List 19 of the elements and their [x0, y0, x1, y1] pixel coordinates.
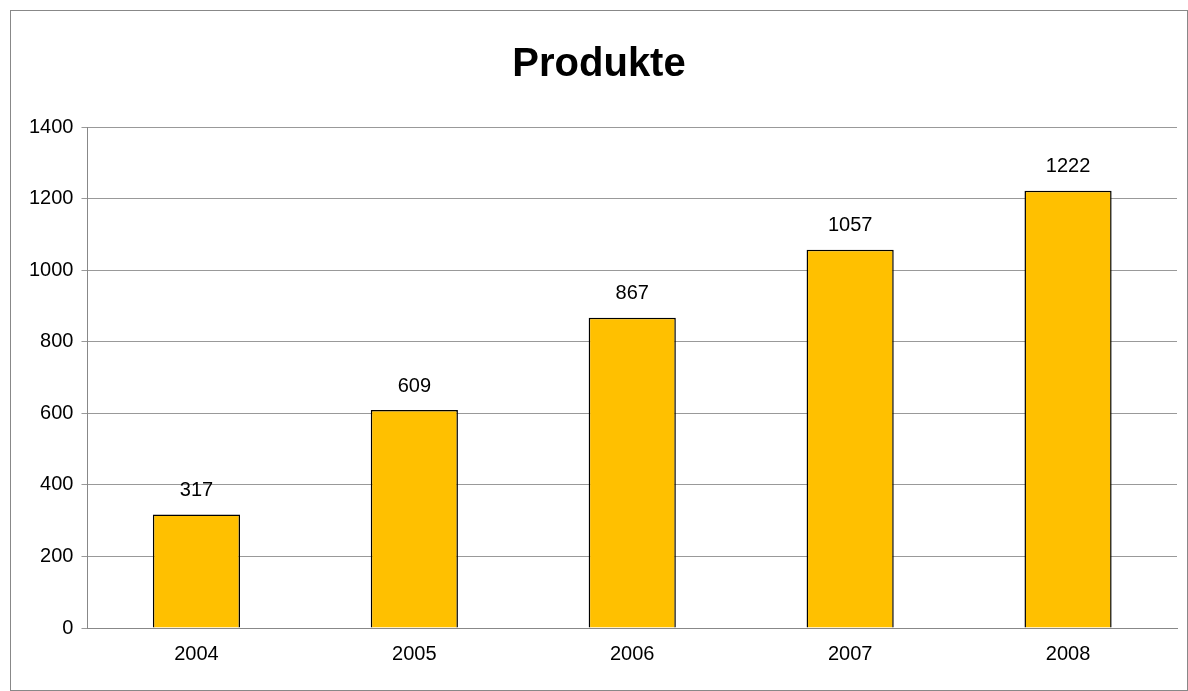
data-label: 317 — [179, 478, 214, 501]
y-tick-label: 400 — [40, 472, 74, 495]
y-tick-label: 1000 — [28, 257, 74, 280]
x-tick-label: 2004 — [174, 641, 219, 664]
data-label: 1057 — [827, 213, 873, 236]
y-tick-label: 200 — [40, 543, 74, 566]
x-tick-label: 2007 — [827, 641, 873, 664]
data-label: 1222 — [1045, 154, 1091, 177]
chart-title: Produkte — [512, 40, 686, 85]
data-label: 609 — [397, 373, 432, 396]
y-tick-label: 1400 — [28, 114, 74, 137]
data-label: 867 — [615, 281, 649, 304]
y-tick-label: 1200 — [28, 186, 74, 209]
y-tick-label: 800 — [40, 329, 74, 352]
x-tick-label: 2005 — [392, 641, 437, 664]
y-tick-label: 600 — [40, 400, 74, 423]
x-tick-label: 2008 — [1045, 641, 1091, 664]
y-tick-label: 0 — [62, 615, 74, 638]
x-tick-label: 2006 — [610, 641, 655, 664]
